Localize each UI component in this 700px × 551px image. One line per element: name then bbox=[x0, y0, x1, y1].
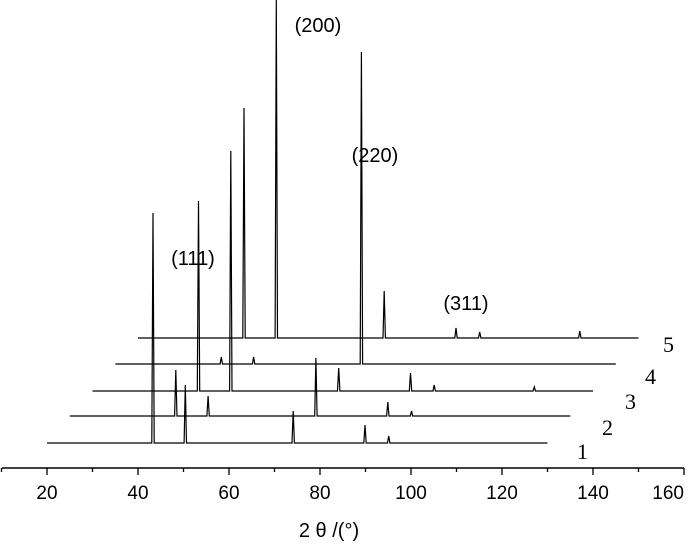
curve-labels: 1 2 3 4 5 bbox=[577, 332, 674, 464]
trace-4 bbox=[115, 51, 616, 365]
curve-label-3: 3 bbox=[625, 389, 636, 414]
x-tick-label-80: 80 bbox=[309, 483, 330, 504]
peak-labels: (111) (200) (220) (311) bbox=[171, 15, 488, 315]
trace-5 bbox=[138, 0, 639, 339]
x-tick-label-140: 140 bbox=[577, 483, 609, 504]
x-tick-label-40: 40 bbox=[127, 483, 148, 504]
diffraction-traces bbox=[47, 0, 639, 444]
curve-label-2: 2 bbox=[602, 415, 613, 440]
x-axis-ticks bbox=[0, 468, 685, 475]
x-tick-label-120: 120 bbox=[486, 483, 518, 504]
trace-2 bbox=[69, 357, 571, 417]
x-tick-label-20: 20 bbox=[36, 483, 57, 504]
x-axis-title: 2 θ /(°) bbox=[299, 520, 359, 542]
peak-label-200: (200) bbox=[295, 15, 342, 37]
curve-label-1: 1 bbox=[577, 439, 588, 464]
peak-label-311: (311) bbox=[443, 293, 488, 315]
x-tick-labels: 20 40 60 80 100 120 140 160 bbox=[36, 483, 684, 504]
curve-label-5: 5 bbox=[663, 332, 674, 357]
x-axis bbox=[0, 467, 685, 475]
x-tick-label-60: 60 bbox=[218, 483, 239, 504]
x-tick-label-100: 100 bbox=[395, 483, 427, 504]
peak-label-220: (220) bbox=[352, 145, 399, 167]
peak-label-111: (111) bbox=[171, 248, 215, 270]
x-tick-label-160: 160 bbox=[652, 483, 684, 504]
curve-label-4: 4 bbox=[645, 364, 656, 389]
trace-3 bbox=[92, 150, 593, 392]
trace-1 bbox=[47, 212, 548, 444]
